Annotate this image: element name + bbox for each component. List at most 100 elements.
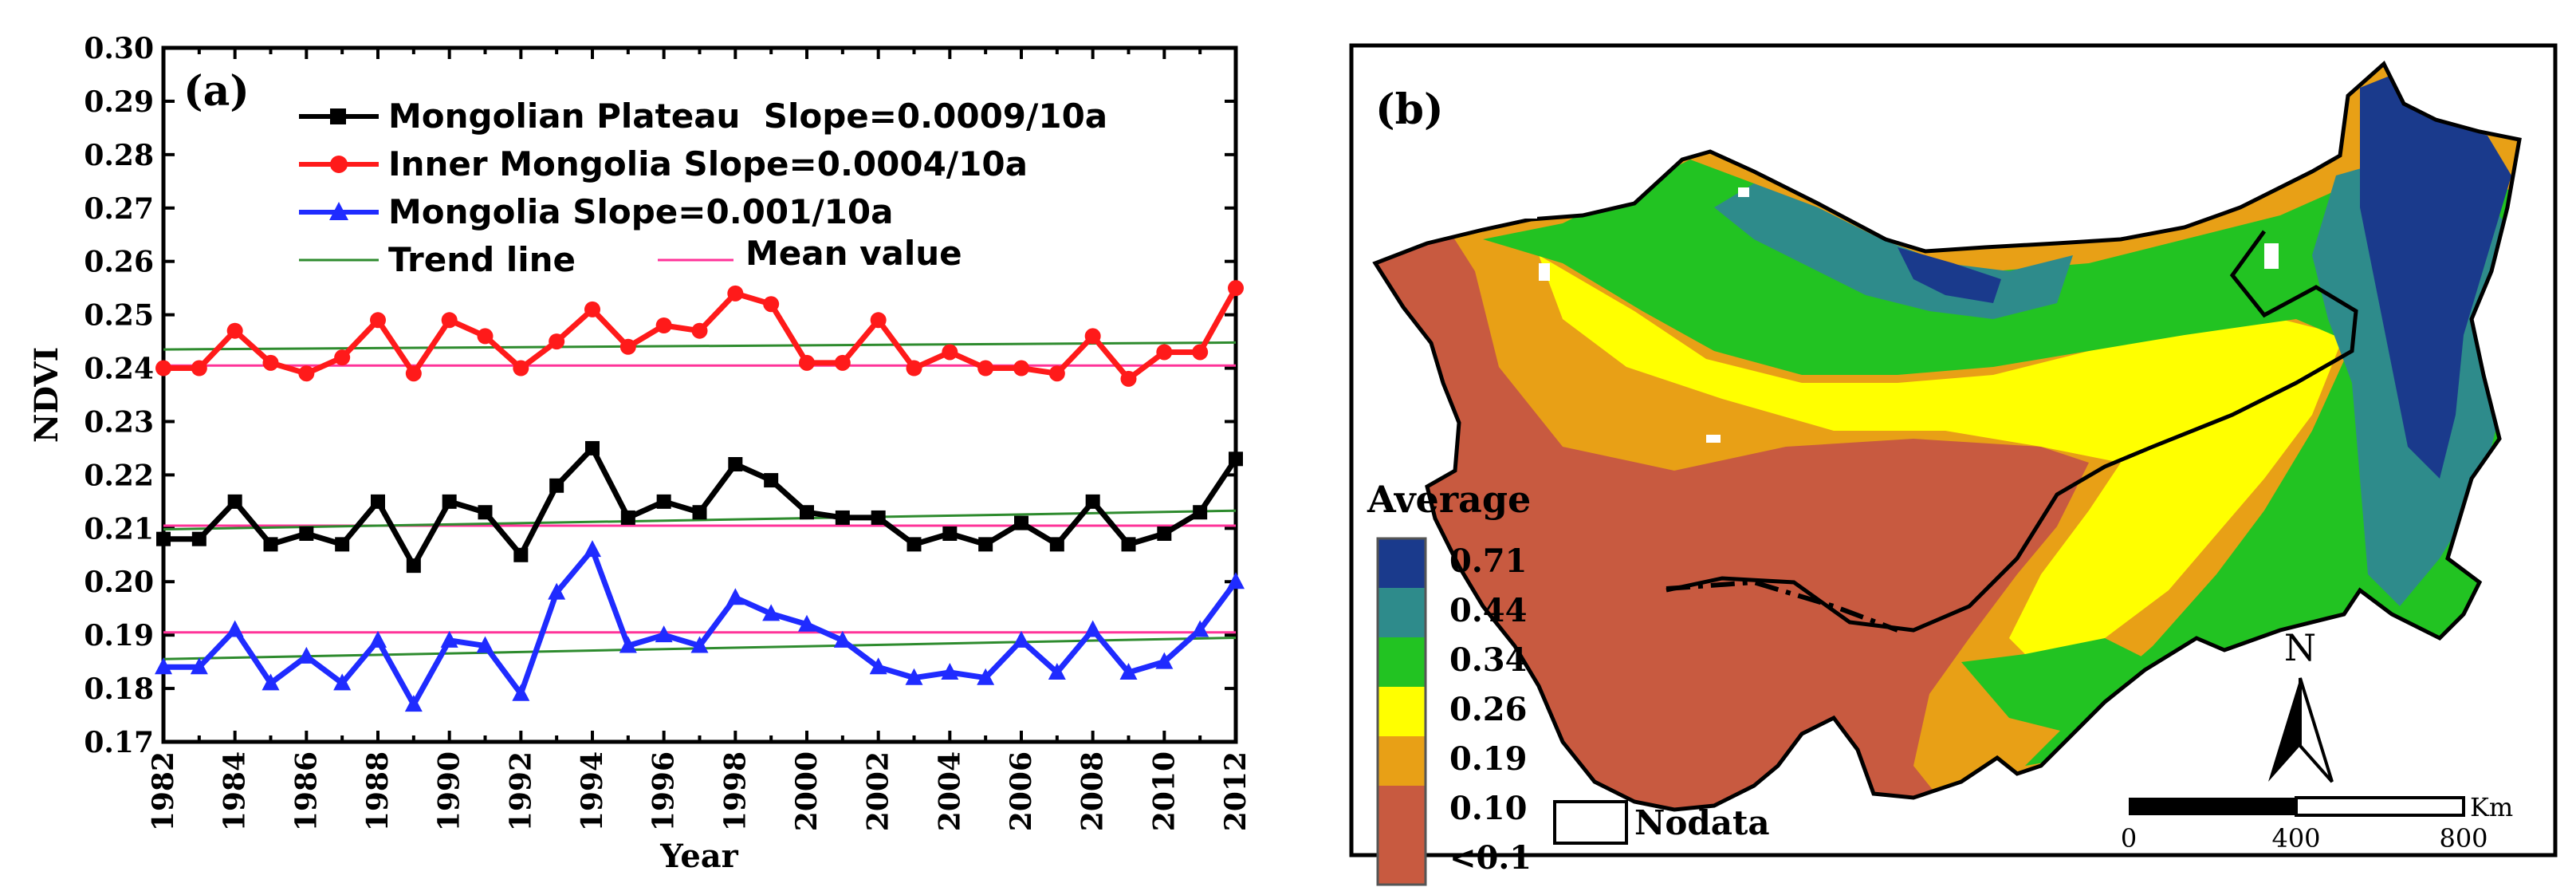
data-point-square <box>692 505 707 520</box>
data-point-triangle <box>226 620 244 637</box>
legend-swatch <box>1378 736 1426 786</box>
data-point-circle <box>1120 370 1137 387</box>
data-point-circle <box>942 344 958 361</box>
data-point-square <box>620 510 635 525</box>
x-tick-label: 2012 <box>1219 751 1253 831</box>
legend-class-label: <0.1 <box>1449 839 1532 877</box>
data-point-square <box>585 440 600 455</box>
trend-line <box>163 509 1237 531</box>
data-point-circle <box>1084 328 1101 345</box>
data-point-square <box>513 547 529 562</box>
data-point-square <box>478 505 493 520</box>
data-point-circle <box>226 322 243 339</box>
x-tick-label: 2000 <box>790 751 824 831</box>
data-point-triangle <box>905 668 923 685</box>
data-point-square <box>1049 537 1064 552</box>
data-point-circle <box>191 360 207 377</box>
data-point-triangle <box>404 695 423 712</box>
data-point-circle <box>655 317 672 333</box>
data-point-triangle <box>655 625 673 643</box>
data-point-square <box>978 537 993 552</box>
legend-class-label: 0.34 <box>1449 641 1527 679</box>
data-point-triangle <box>619 636 637 653</box>
data-point-circle <box>1156 344 1173 361</box>
data-point-circle <box>513 360 529 377</box>
data-point-square <box>1121 537 1136 552</box>
y-tick-label: 0.21 <box>84 512 154 546</box>
data-point-square <box>1229 451 1243 467</box>
y-tick-label: 0.24 <box>84 353 154 386</box>
data-point-square <box>835 510 850 525</box>
data-point-circle <box>834 354 851 371</box>
data-point-circle <box>1228 280 1244 297</box>
legend-label-mongolia: Mongolia Slope=0.001/10a <box>388 192 893 231</box>
data-point-circle <box>584 301 600 317</box>
map-outline <box>1372 60 2522 812</box>
scale-tick-0: 0 <box>2121 823 2137 854</box>
data-point-triangle <box>584 540 601 558</box>
x-axis: 1982 1984 1986 1988 1990 1992 1994 1996 1998 2000… <box>147 48 1253 831</box>
data-point-triangle <box>798 614 816 632</box>
legend-swatch <box>1378 588 1426 637</box>
data-point-triangle <box>440 630 458 648</box>
data-point-triangle <box>548 582 566 600</box>
data-point-triangle <box>369 630 387 648</box>
data-point-triangle <box>1191 620 1209 637</box>
panel-label-a: (a) <box>183 67 250 116</box>
data-point-circle <box>334 349 351 366</box>
y-tick-label: 0.30 <box>84 32 154 65</box>
data-point-square <box>406 558 421 574</box>
legend-label-mean-value: Mean value <box>745 234 962 273</box>
legend-label-inner-mongolia: Inner Mongolia Slope=0.0004/10a <box>388 144 1028 183</box>
legend-class-label: 0.71 <box>1449 542 1527 580</box>
data-point-circle <box>619 338 636 355</box>
data-point-square <box>800 505 814 520</box>
legend-item-mean-value: Mean value <box>658 234 962 273</box>
x-tick-label: 2006 <box>1005 751 1038 831</box>
data-point-square <box>907 537 922 552</box>
data-point-square <box>1193 505 1208 520</box>
map-panel: (b) Average 0.71 0.44 0.34 0.26 0.19 0.10 <0.1 <box>1349 43 2558 886</box>
data-point-circle <box>1192 344 1209 361</box>
y-tick-label: 0.17 <box>84 726 154 759</box>
data-point-square <box>371 494 385 509</box>
y-tick-label: 0.19 <box>84 619 154 653</box>
data-point-square <box>871 510 886 525</box>
data-point-triangle <box>726 588 745 605</box>
data-point-square <box>549 478 564 493</box>
nodata-legend: Nodata <box>1553 800 1770 845</box>
map-legend-title: Average <box>1367 478 1531 521</box>
y-tick-label: 0.26 <box>84 246 154 279</box>
legend-class-label: 0.19 <box>1449 740 1527 778</box>
x-tick-label: 1998 <box>718 751 752 831</box>
x-tick-label: 1982 <box>147 751 180 831</box>
data-point-square <box>1157 526 1172 541</box>
data-point-triangle <box>977 668 995 685</box>
x-tick-label: 2008 <box>1076 751 1110 831</box>
y-axis-label: NDVI <box>28 347 65 443</box>
data-point-triangle <box>1013 630 1030 648</box>
data-point-circle <box>799 354 815 371</box>
data-point-circle <box>405 365 422 382</box>
x-axis-label: Year <box>659 838 738 875</box>
data-point-square <box>1014 515 1028 530</box>
data-point-square <box>299 526 314 541</box>
data-point-triangle <box>1083 620 1102 637</box>
data-point-triangle <box>262 673 280 691</box>
y-tick-label: 0.29 <box>84 85 154 119</box>
data-point-triangle <box>297 646 316 664</box>
data-point-square <box>227 494 242 509</box>
scale-tick-800: 800 <box>2439 823 2488 854</box>
legend-item-mongolian-plateau: Mongolian Plateau Slope=0.0009/10a <box>299 97 1107 136</box>
data-point-triangle <box>190 657 208 675</box>
data-point-circle <box>1013 360 1029 377</box>
panel-label-b: (b) <box>1375 85 1444 134</box>
series-lines <box>155 280 1245 712</box>
data-point-square <box>942 526 958 541</box>
data-point-triangle <box>476 636 494 653</box>
trend-line <box>163 341 1237 351</box>
nodata-label: Nodata <box>1634 803 1770 842</box>
data-point-square <box>764 473 779 488</box>
x-tick-label: 1988 <box>361 751 395 831</box>
data-point-triangle <box>512 684 530 701</box>
